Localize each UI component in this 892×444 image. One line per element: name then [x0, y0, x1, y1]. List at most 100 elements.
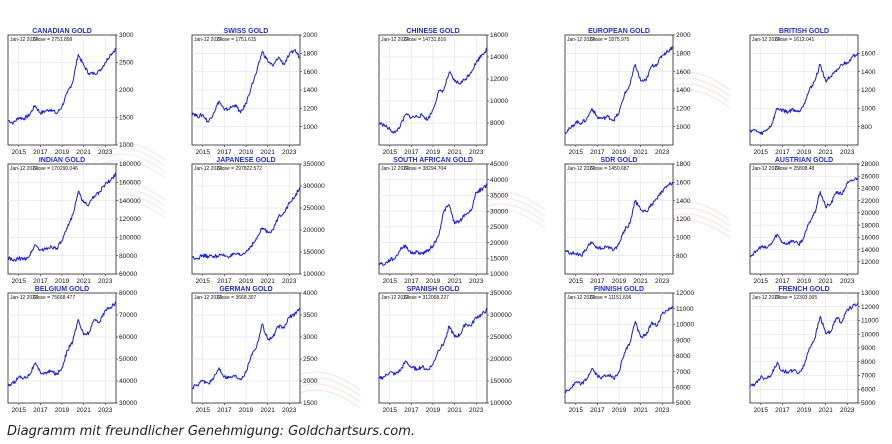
- y-tick-label: 150000: [303, 249, 325, 256]
- chart-title: FINNISH GOLD: [594, 286, 644, 293]
- y-tick-label: 7000: [861, 373, 876, 380]
- y-tick-label: 12000: [861, 304, 879, 311]
- y-tick-label: 80000: [119, 290, 137, 297]
- chart-title: CANADIAN GOLD: [32, 28, 92, 35]
- chart-title: SDR GOLD: [601, 157, 638, 164]
- y-tick-label: 16000: [861, 235, 879, 242]
- y-tick-label: 30000: [490, 208, 508, 215]
- info-close: Close = 2751.899: [33, 37, 73, 43]
- info-close: Close = 75668.477: [33, 295, 75, 301]
- y-tick-label: 200000: [490, 356, 512, 363]
- y-tick-label: 30000: [119, 400, 137, 407]
- y-tick-label: 60000: [119, 271, 137, 278]
- info-close: Close = 38294.704: [404, 166, 446, 172]
- series-line: [378, 47, 488, 134]
- y-tick-label: 1200: [861, 87, 876, 94]
- info-close: Close = 1875.975: [590, 37, 630, 43]
- x-tick-label: 2017: [217, 278, 232, 285]
- y-tick-label: 6000: [676, 384, 691, 391]
- x-tick-label: 2023: [469, 278, 484, 285]
- chart-title: SWISS GOLD: [224, 28, 269, 35]
- x-tick-label: 2019: [239, 407, 254, 414]
- x-tick-label: 2019: [55, 407, 70, 414]
- x-tick-label: 2019: [612, 407, 627, 414]
- y-tick-label: 1800: [676, 51, 691, 58]
- y-tick-label: 26000: [861, 173, 879, 180]
- series-line: [749, 302, 859, 387]
- y-tick-label: 1600: [303, 69, 318, 76]
- y-tick-label: 1200: [676, 216, 691, 223]
- x-tick-label: 2021: [76, 278, 91, 285]
- x-tick-label: 2023: [469, 407, 484, 414]
- y-tick-label: 800: [676, 253, 687, 260]
- y-tick-label: 10000: [676, 322, 694, 329]
- info-date: Jan-12 2024: [10, 295, 38, 301]
- y-tick-label: 15000: [490, 255, 508, 262]
- info-date: Jan-12 2024: [194, 166, 222, 172]
- x-tick-label: 2015: [196, 407, 211, 414]
- y-tick-label: 1200: [303, 106, 318, 113]
- series-line: [7, 301, 117, 387]
- y-tick-label: 1400: [676, 198, 691, 205]
- watermark-curve: [94, 153, 166, 173]
- x-tick-label: 2023: [655, 149, 670, 156]
- x-tick-label: 2021: [818, 407, 833, 414]
- x-tick-label: 2015: [569, 407, 584, 414]
- info-close: Close = 1612.041: [775, 37, 815, 43]
- y-tick-label: 100000: [303, 271, 325, 278]
- watermark-curve: [94, 141, 166, 161]
- x-tick-label: 2023: [840, 278, 855, 285]
- y-tick-label: 20000: [490, 240, 508, 247]
- series-line: [564, 181, 674, 258]
- chart-title: SOUTH AFRICAN GOLD: [393, 157, 473, 164]
- x-tick-label: 2015: [569, 149, 584, 156]
- chart-title: CHINESE GOLD: [406, 28, 459, 35]
- y-tick-label: 80000: [119, 253, 137, 260]
- y-tick-label: 12000: [490, 76, 508, 83]
- x-tick-label: 2017: [775, 278, 790, 285]
- info-date: Jan-12 2024: [10, 166, 38, 172]
- x-tick-label: 2017: [775, 407, 790, 414]
- x-tick-label: 2015: [383, 407, 398, 414]
- y-tick-label: 3000: [303, 334, 318, 341]
- x-tick-label: 2017: [217, 149, 232, 156]
- y-tick-label: 13000: [861, 290, 879, 297]
- x-tick-label: 2021: [260, 278, 275, 285]
- x-tick-label: 2015: [569, 278, 584, 285]
- x-tick-label: 2019: [426, 278, 441, 285]
- y-tick-label: 160000: [119, 180, 141, 187]
- x-tick-label: 2019: [797, 407, 812, 414]
- x-tick-label: 2021: [447, 407, 462, 414]
- y-tick-label: 150000: [490, 378, 512, 385]
- series-line: [7, 47, 117, 125]
- y-tick-label: 300000: [303, 183, 325, 190]
- x-tick-label: 2017: [33, 407, 48, 414]
- y-tick-label: 350000: [490, 290, 512, 297]
- x-tick-label: 2017: [33, 278, 48, 285]
- y-tick-label: 2000: [303, 378, 318, 385]
- y-tick-label: 8000: [490, 120, 505, 127]
- x-tick-label: 2015: [12, 407, 27, 414]
- x-tick-label: 2023: [98, 407, 113, 414]
- x-tick-label: 2023: [840, 149, 855, 156]
- y-tick-label: 350000: [303, 161, 325, 168]
- y-tick-label: 18000: [861, 222, 879, 229]
- y-tick-label: 10000: [490, 98, 508, 105]
- series-line: [564, 305, 674, 394]
- y-tick-label: 300000: [490, 312, 512, 319]
- series-line: [191, 307, 301, 390]
- y-tick-label: 1000: [119, 142, 134, 149]
- y-tick-label: 1200: [676, 106, 691, 113]
- info-date: Jan-12 2024: [567, 295, 595, 301]
- chart-title: BELGIUM GOLD: [35, 286, 89, 293]
- y-tick-label: 8000: [676, 353, 691, 360]
- series-line: [7, 172, 117, 262]
- y-tick-label: 1600: [676, 180, 691, 187]
- x-tick-label: 2021: [633, 278, 648, 285]
- watermark-curve: [289, 389, 361, 409]
- y-tick-label: 1400: [861, 69, 876, 76]
